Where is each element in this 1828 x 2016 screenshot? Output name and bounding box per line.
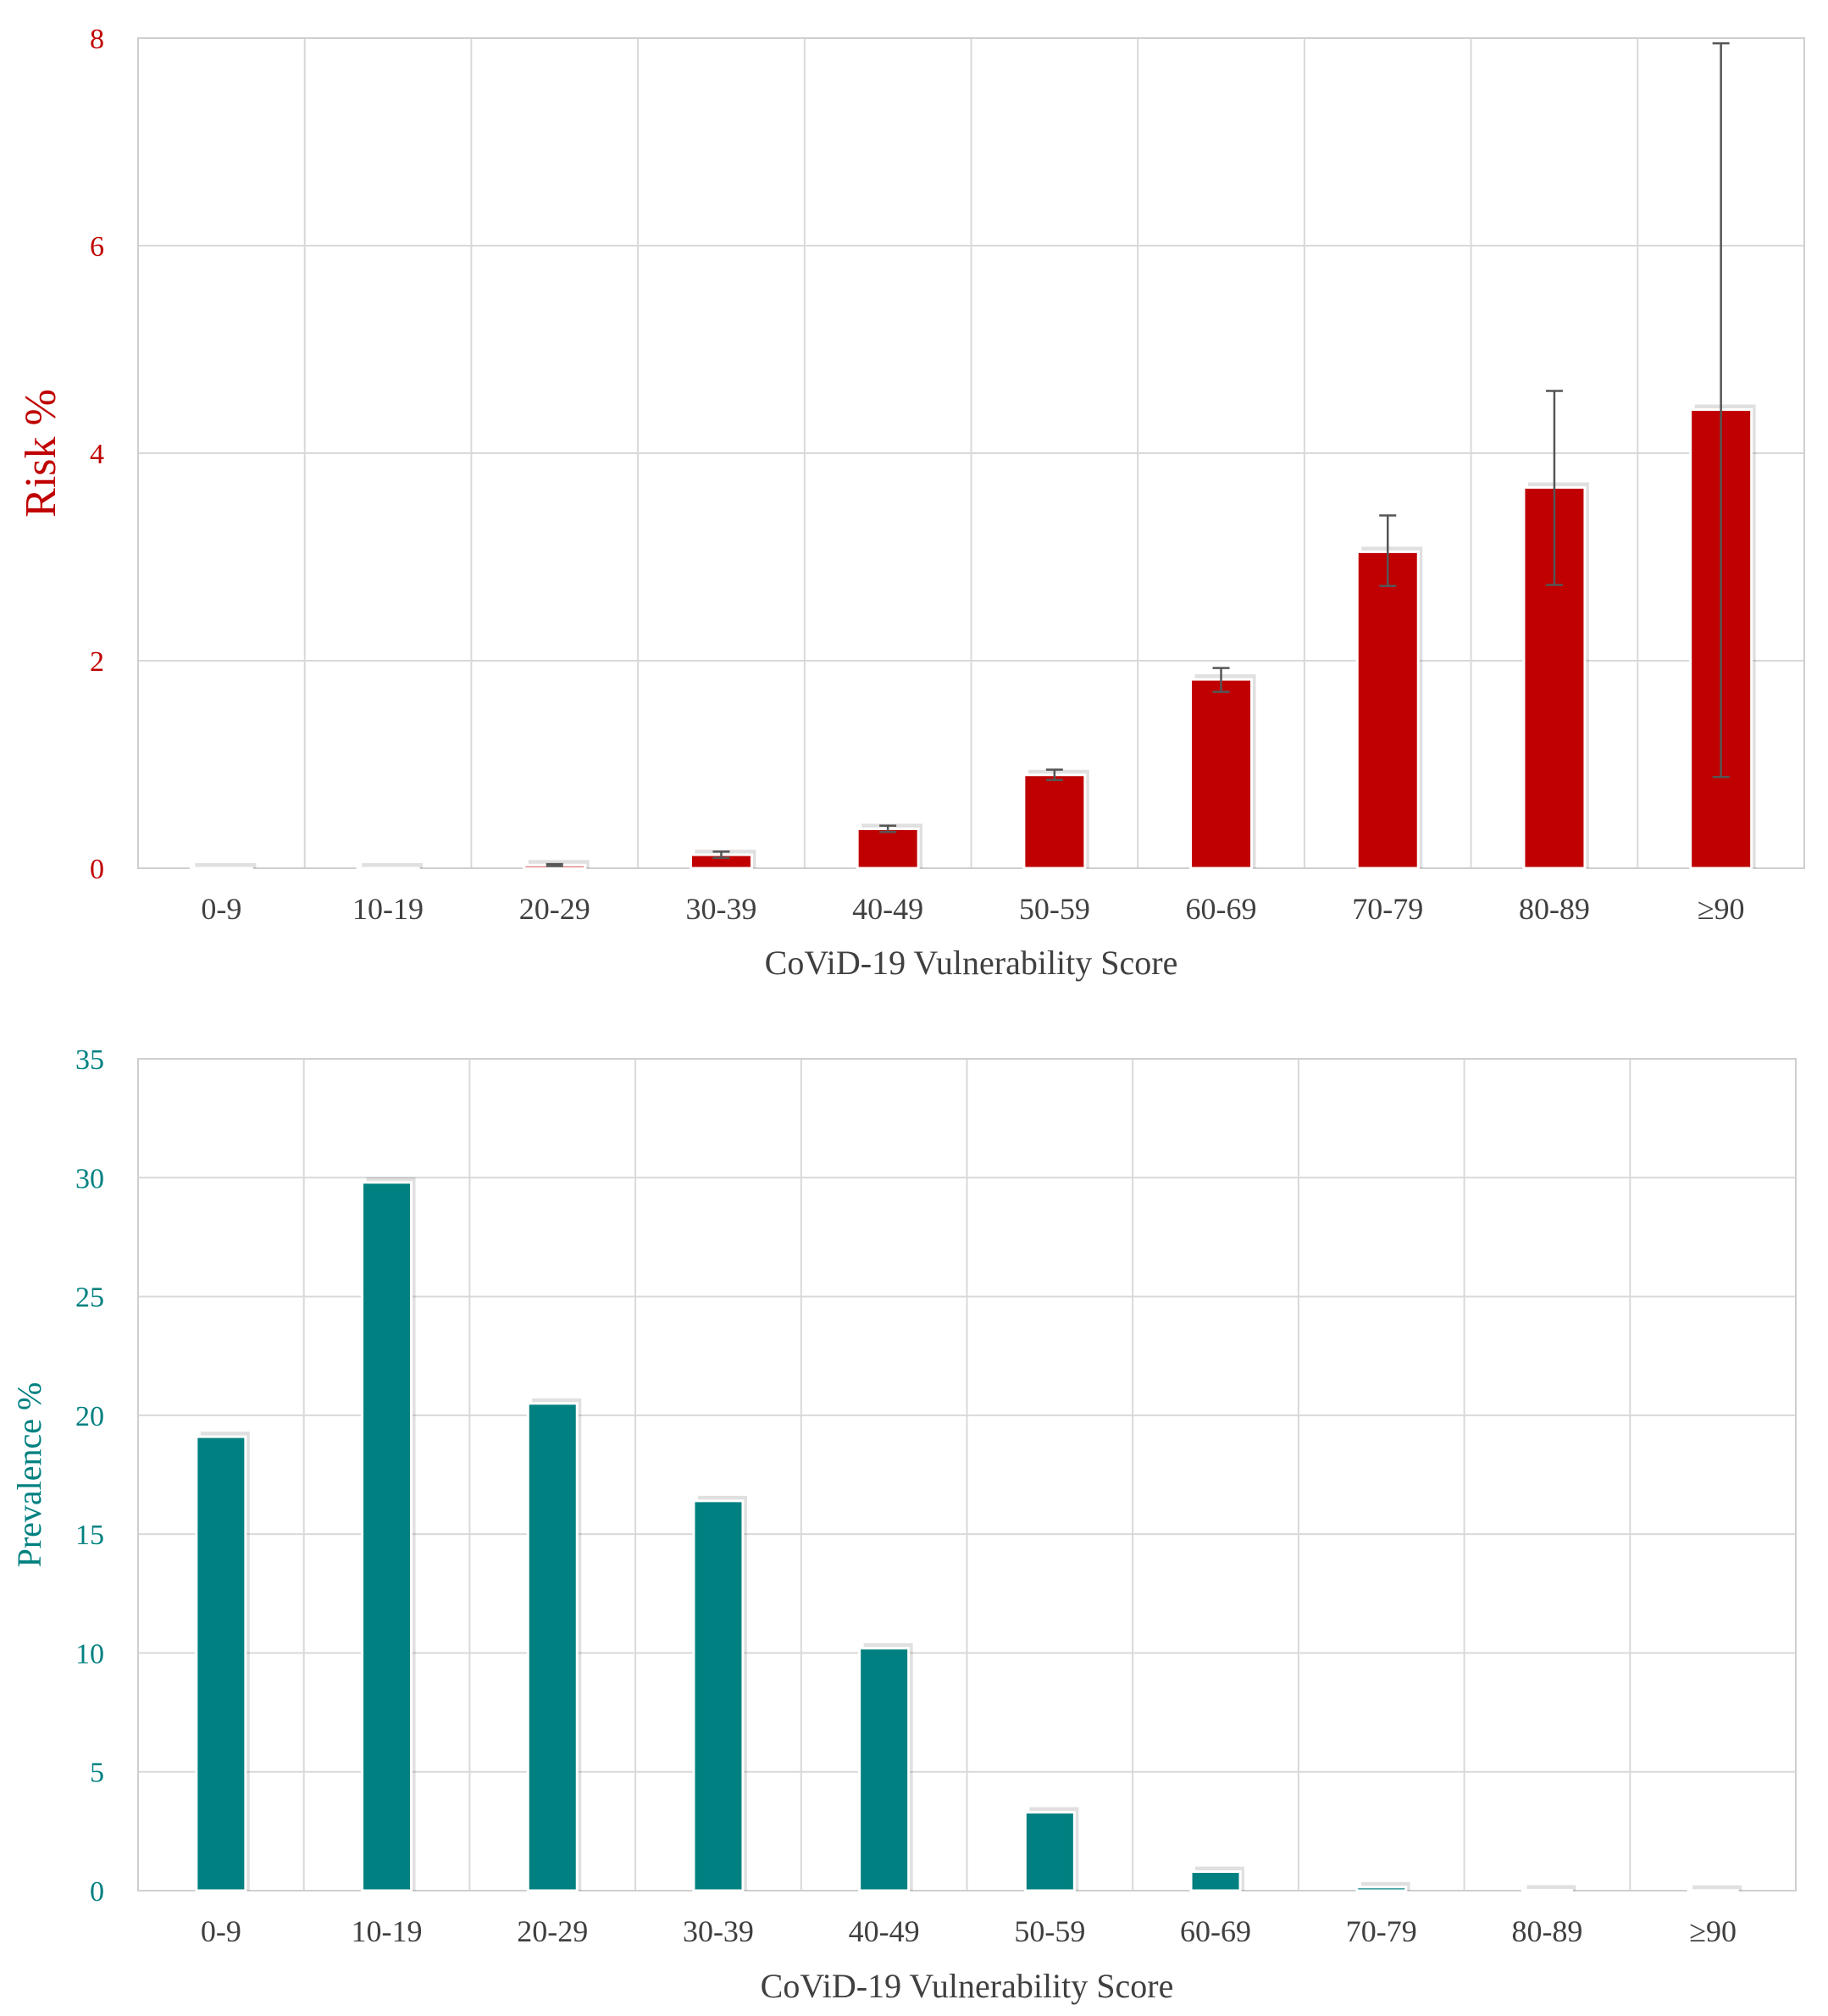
prevalence-x-tick-label: 10-19 [352,1914,423,1948]
prevalence-bar [1189,1870,1242,1892]
prevalence-bar-shadow [1526,1885,1576,1891]
risk-y-tick-label: 0 [90,854,104,885]
risk-bar [189,867,253,870]
prevalence-y-tick-label: 10 [75,1638,104,1670]
prevalence-y-tick-label: 0 [90,1876,104,1908]
prevalence-bar [858,1647,911,1892]
risk-x-tick-label: 80-89 [1519,892,1590,926]
prevalence-y-tick-label: 15 [75,1520,104,1551]
prevalence-x-tick-label: 70-79 [1346,1914,1417,1948]
risk-bar-shadow [195,863,257,868]
prevalence-y-tick-label: 20 [75,1401,104,1432]
risk-bar [1355,550,1420,870]
prevalence-x-axis-title: CoViD-19 Vulnerability Score [761,1967,1174,2005]
risk-x-tick-label: 0-9 [201,892,241,926]
risk-bar [1022,773,1087,870]
risk-bar [1189,678,1254,870]
risk-bar [356,867,420,870]
prevalence-x-tick-label: 20-29 [517,1914,588,1948]
prevalence-bar [692,1499,745,1892]
prevalence-bar [1521,1888,1573,1892]
prevalence-bar [526,1402,579,1892]
risk-bar [856,827,920,870]
prevalence-x-tick-label: 40-49 [849,1914,920,1948]
risk-y-axis-title: Risk % [17,389,65,518]
prevalence-y-tick-label: 5 [90,1758,104,1789]
risk-bar-shadow [362,863,424,868]
risk-x-tick-label: 50-59 [1019,892,1090,926]
risk-y-tick-label: 6 [90,231,104,263]
prevalence-y-axis-title: Prevalence % [10,1382,48,1568]
prevalence-x-tick-label: 80-89 [1511,1914,1582,1948]
risk-y-tick-label: 4 [90,439,104,470]
risk-x-tick-label: ≥90 [1698,892,1745,926]
risk-plot-frame [137,37,1805,869]
risk-x-axis-title: CoViD-19 Vulnerability Score [765,944,1178,982]
risk-x-tick-label: 60-69 [1186,892,1257,926]
risk-x-tick-label: 10-19 [352,892,424,926]
risk-x-tick-label: 70-79 [1352,892,1423,926]
risk-grid [137,37,1805,869]
prevalence-bar-shadow [1692,1885,1742,1891]
risk-y-tick-label: 2 [90,646,104,678]
prevalence-bar [1023,1810,1076,1892]
prevalence-bar [361,1181,413,1892]
prevalence-x-tick-label: 0-9 [201,1914,241,1948]
prevalence-x-tick-label: ≥90 [1689,1914,1737,1948]
risk-y-tick-label: 8 [90,24,104,55]
prevalence-grid [137,1058,1797,1891]
prevalence-x-tick-label: 50-59 [1014,1914,1085,1948]
prevalence-bar [195,1435,247,1892]
risk-x-tick-label: 30-39 [685,892,756,926]
prevalence-bar [1355,1886,1408,1892]
prevalence-x-tick-label: 60-69 [1180,1914,1251,1948]
risk-chart: 0 2 4 6 8 0-9 10-19 20-29 30-39 40-49 50-59 60-69 70… [17,24,1805,982]
risk-x-tick-label: 40-49 [852,892,923,926]
prevalence-y-tick-label: 25 [75,1282,104,1314]
prevalence-chart: 0 5 10 15 20 25 30 35 0-9 10-19 20-29 30-39 40-49 50-… [10,1044,1797,2005]
prevalence-y-tick-label: 30 [75,1163,104,1194]
prevalence-y-tick-label: 35 [75,1044,104,1076]
prevalence-plot-frame [137,1058,1797,1891]
prevalence-x-tick-label: 30-39 [683,1914,754,1948]
risk-x-tick-label: 20-29 [519,892,590,926]
